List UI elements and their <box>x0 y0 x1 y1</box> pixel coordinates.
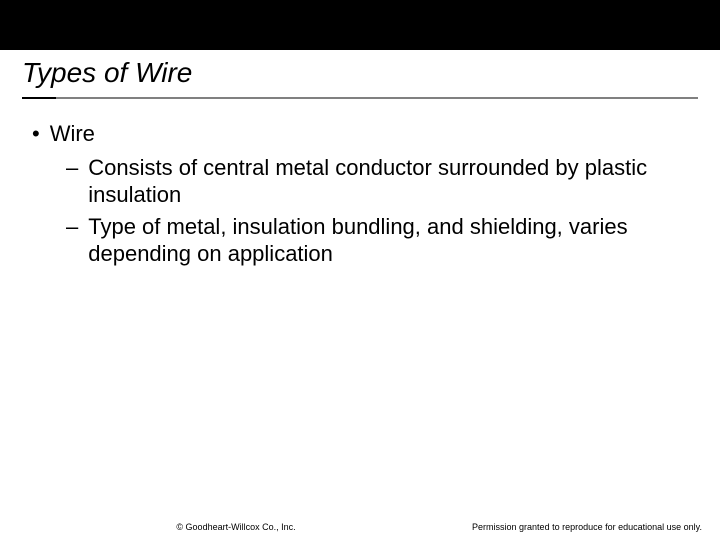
footer-copyright: © Goodheart-Willcox Co., Inc. <box>0 522 472 532</box>
bullet-dash-icon: – <box>66 213 78 241</box>
slide-title: Types of Wire <box>22 57 698 89</box>
list-item: • Wire <box>32 120 698 148</box>
footer-permission: Permission granted to reproduce for educ… <box>472 522 702 532</box>
level2-text: Type of metal, insulation bundling, and … <box>88 213 698 268</box>
content-area: • Wire – Consists of central metal condu… <box>22 120 698 272</box>
list-item: – Consists of central metal conductor su… <box>66 154 698 209</box>
title-underline <box>22 97 698 99</box>
list-item: – Type of metal, insulation bundling, an… <box>66 213 698 268</box>
bullet-dot-icon: • <box>32 120 40 148</box>
top-black-band <box>0 0 720 50</box>
footer: © Goodheart-Willcox Co., Inc. Permission… <box>0 522 720 532</box>
level2-text: Consists of central metal conductor surr… <box>88 154 698 209</box>
level1-text: Wire <box>50 120 698 148</box>
bullet-dash-icon: – <box>66 154 78 182</box>
title-block: Types of Wire <box>22 57 698 99</box>
